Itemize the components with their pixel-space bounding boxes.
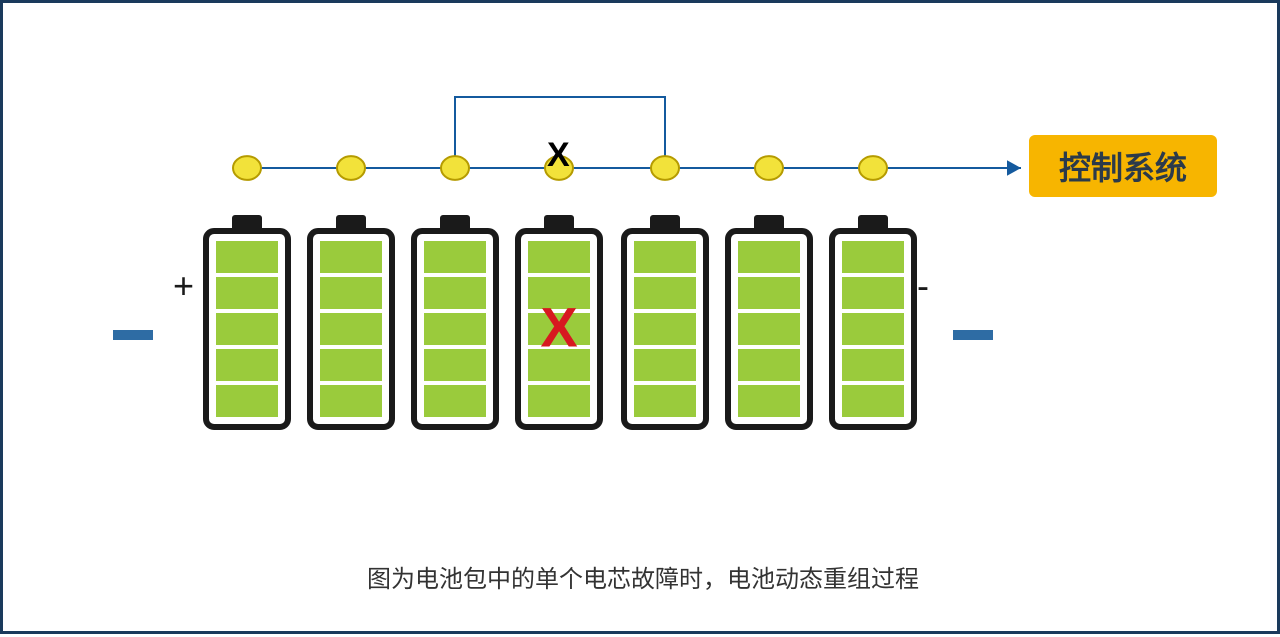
signal-fault-x-icon: X xyxy=(547,136,570,175)
signal-node xyxy=(337,156,365,180)
battery-segment xyxy=(842,313,904,345)
diagram-caption: 图为电池包中的单个电芯故障时，电池动态重组过程 xyxy=(367,559,919,594)
positive-terminal-label: + xyxy=(173,265,194,307)
battery-cell xyxy=(832,215,914,427)
battery-segment xyxy=(424,313,486,345)
battery-cell xyxy=(414,215,496,427)
diagram-frame: 控制系统 + - X X 图为电池包中的单个电芯故障时，电池动态重组过程 xyxy=(0,0,1280,634)
battery-cell xyxy=(310,215,392,427)
diagram-svg xyxy=(3,3,1280,637)
battery-cell xyxy=(728,215,810,427)
battery-segment xyxy=(216,349,278,381)
battery-segment xyxy=(738,241,800,273)
signal-node xyxy=(651,156,679,180)
signal-node xyxy=(755,156,783,180)
battery-segment xyxy=(216,313,278,345)
battery-segment xyxy=(634,241,696,273)
battery-segment xyxy=(634,385,696,417)
battery-segment xyxy=(738,313,800,345)
battery-fault-x-icon: X xyxy=(540,295,577,360)
battery-segment xyxy=(634,349,696,381)
signal-node xyxy=(233,156,261,180)
battery-segment xyxy=(424,349,486,381)
battery-segment xyxy=(424,277,486,309)
battery-segment xyxy=(424,385,486,417)
battery-segment xyxy=(528,241,590,273)
battery-segment xyxy=(320,349,382,381)
battery-segment xyxy=(320,241,382,273)
arrow-head-icon xyxy=(1007,160,1021,175)
battery-segment xyxy=(738,349,800,381)
battery-segment xyxy=(842,385,904,417)
negative-terminal-label: - xyxy=(917,265,929,307)
bus-dash xyxy=(953,330,993,340)
battery-segment xyxy=(216,277,278,309)
control-system-box: 控制系统 xyxy=(1029,135,1217,197)
bus-dash xyxy=(113,330,153,340)
battery-cell xyxy=(206,215,288,427)
battery-segment xyxy=(738,277,800,309)
battery-segment xyxy=(424,241,486,273)
control-system-label: 控制系统 xyxy=(1059,143,1187,189)
battery-segment xyxy=(528,385,590,417)
battery-segment xyxy=(216,385,278,417)
battery-segment xyxy=(842,349,904,381)
battery-segment xyxy=(216,241,278,273)
battery-segment xyxy=(634,277,696,309)
battery-segment xyxy=(634,313,696,345)
battery-cell xyxy=(624,215,706,427)
signal-node xyxy=(441,156,469,180)
battery-segment xyxy=(738,385,800,417)
battery-segment xyxy=(842,277,904,309)
battery-segment xyxy=(320,385,382,417)
battery-segment xyxy=(320,277,382,309)
battery-segment xyxy=(842,241,904,273)
battery-segment xyxy=(320,313,382,345)
signal-node xyxy=(859,156,887,180)
